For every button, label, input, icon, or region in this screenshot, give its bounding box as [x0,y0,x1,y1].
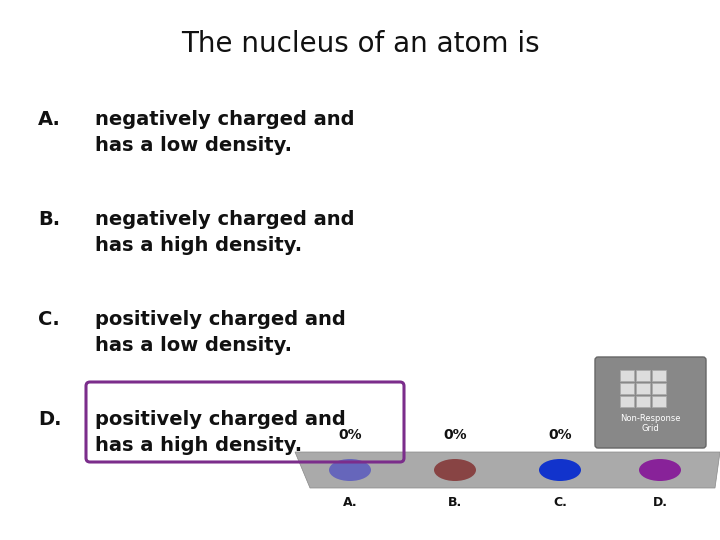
Ellipse shape [639,459,681,481]
Text: 0%: 0% [548,428,572,442]
Text: 0%: 0% [444,428,467,442]
FancyBboxPatch shape [652,396,666,407]
Text: Non-Response
Grid: Non-Response Grid [620,414,680,433]
Text: has a high density.: has a high density. [95,236,302,255]
Text: D.: D. [38,410,61,429]
Text: has a high density.: has a high density. [95,436,302,455]
Text: has a low density.: has a low density. [95,336,292,355]
Text: The nucleus of an atom is: The nucleus of an atom is [181,30,539,58]
Ellipse shape [434,459,476,481]
Text: D.: D. [652,496,667,509]
FancyBboxPatch shape [595,357,706,448]
FancyBboxPatch shape [652,370,666,381]
FancyBboxPatch shape [620,370,634,381]
Text: B.: B. [38,210,60,229]
FancyBboxPatch shape [652,383,666,394]
Text: B.: B. [448,496,462,509]
Ellipse shape [539,459,581,481]
FancyBboxPatch shape [636,370,650,381]
Text: positively charged and: positively charged and [95,310,346,329]
Text: has a low density.: has a low density. [95,136,292,155]
FancyBboxPatch shape [636,396,650,407]
Text: 0%: 0% [648,428,672,442]
Text: A.: A. [38,110,61,129]
Text: C.: C. [553,496,567,509]
Polygon shape [295,452,720,488]
FancyBboxPatch shape [620,383,634,394]
Text: C.: C. [38,310,60,329]
Text: A.: A. [343,496,357,509]
Text: positively charged and: positively charged and [95,410,346,429]
Text: negatively charged and: negatively charged and [95,110,354,129]
Text: 0%: 0% [338,428,362,442]
FancyBboxPatch shape [636,383,650,394]
Ellipse shape [329,459,371,481]
FancyBboxPatch shape [620,396,634,407]
Text: negatively charged and: negatively charged and [95,210,354,229]
